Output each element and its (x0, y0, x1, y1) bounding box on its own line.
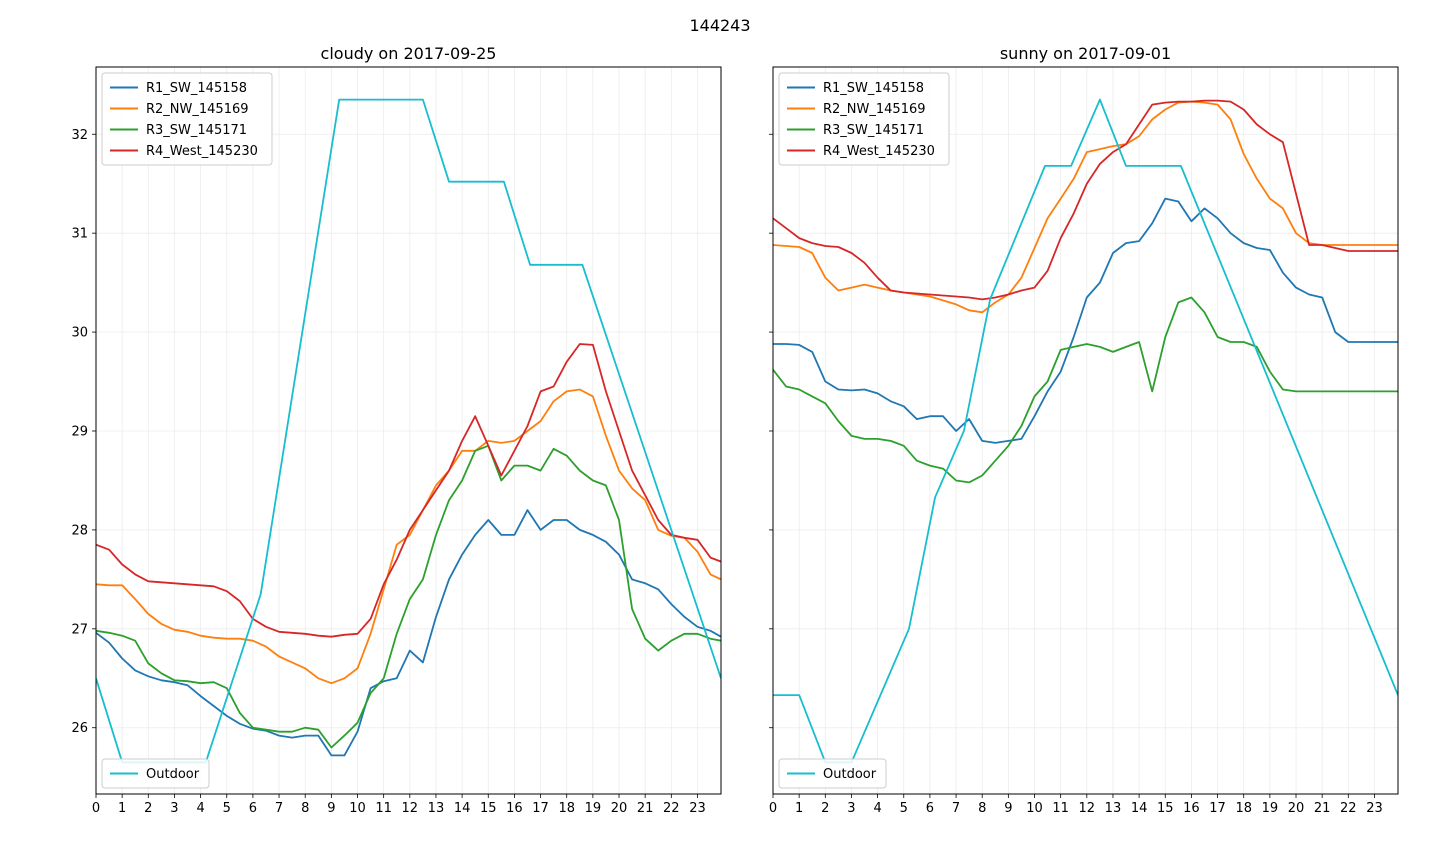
x-tick-label: 9 (1004, 801, 1012, 816)
x-tick-label: 0 (92, 801, 100, 816)
x-tick-label: 10 (349, 801, 366, 816)
x-tick-label: 6 (249, 801, 257, 816)
x-tick-label: 6 (926, 801, 934, 816)
legend-top-left: R1_SW_145158 R2_NW_145169 R3_SW_145171 R4_W… (778, 72, 950, 166)
y-tick-label: 30 (71, 326, 88, 341)
x-tick-label: 4 (196, 801, 204, 816)
x-tick-label: 17 (532, 801, 549, 816)
x-tick-label: 1 (118, 801, 126, 816)
legend-box (778, 758, 887, 789)
x-tick-label: 5 (900, 801, 908, 816)
x-tick-label: 9 (327, 801, 335, 816)
x-tick-label: 7 (275, 801, 283, 816)
legend-label: Outdoor (823, 767, 877, 782)
figure-suptitle: 144243 (689, 16, 750, 35)
y-tick-label: 28 (71, 523, 88, 538)
chart-title: cloudy on 2017-09-25 (321, 44, 497, 63)
x-tick-label: 3 (170, 801, 178, 816)
legend-label: R4_West_145230 (146, 144, 258, 159)
legend-label: Outdoor (146, 767, 200, 782)
x-tick-label: 16 (506, 801, 523, 816)
x-tick-label: 18 (1235, 801, 1252, 816)
y-tick-label: 32 (71, 128, 88, 143)
legend-box (778, 72, 950, 166)
chart-panel-2: 0 1 2 3 4 5 6 7 8 9 10 11 12 13 14 15 16 17 18 19 20 21 22 23su… (769, 44, 1399, 816)
series-line-r1-sw-145158 (773, 197, 1398, 444)
x-tick-label: 22 (1340, 801, 1357, 816)
x-tick-label: 19 (1262, 801, 1279, 816)
x-tick-label: 10 (1026, 801, 1043, 816)
legend-label: R4_West_145230 (823, 144, 935, 159)
x-tick-label: 3 (847, 801, 855, 816)
legend-top-left: R1_SW_145158 R2_NW_145169 R3_SW_145171 R4_W… (101, 72, 273, 166)
x-tick-label: 12 (402, 801, 419, 816)
legend-label: R3_SW_145171 (823, 123, 924, 138)
series-line-r3-sw-145171 (773, 296, 1398, 484)
x-tick-label: 14 (1131, 801, 1148, 816)
x-tick-label: 2 (144, 801, 152, 816)
x-tick-label: 7 (952, 801, 960, 816)
chart-title: sunny on 2017-09-01 (1000, 44, 1171, 63)
x-tick-label: 16 (1183, 801, 1200, 816)
legend-label: R2_NW_145169 (146, 102, 249, 117)
y-tick-label: 29 (71, 424, 88, 439)
legend-label: R1_SW_145158 (823, 81, 924, 96)
x-tick-label: 15 (1157, 801, 1174, 816)
x-tick-label: 22 (663, 801, 680, 816)
x-tick-label: 14 (454, 801, 471, 816)
y-tick-label: 31 (71, 227, 88, 242)
x-tick-label: 20 (1288, 801, 1305, 816)
series-line-r4-west-145230 (96, 343, 721, 638)
legend-label: R3_SW_145171 (146, 123, 247, 138)
legend-box (101, 758, 210, 789)
y-tick-label: 27 (71, 622, 88, 637)
x-tick-label: 4 (873, 801, 881, 816)
legend-bottom-left: Outdoor (778, 758, 887, 789)
x-tick-label: 13 (1105, 801, 1122, 816)
x-tick-label: 0 (769, 801, 777, 816)
series-line-r3-sw-145171 (96, 444, 721, 749)
x-tick-label: 21 (1314, 801, 1331, 816)
y-tick-label: 26 (71, 721, 88, 736)
series-line-r2-nw-145169 (96, 388, 721, 685)
series-line-r2-nw-145169 (773, 100, 1398, 314)
axes-frame (95, 66, 722, 795)
x-tick-label: 5 (223, 801, 231, 816)
x-tick-label: 11 (1052, 801, 1069, 816)
chart-panel-1: 0 1 2 3 4 5 6 7 8 9 10 11 12 13 14 15 16 17 18 19 20 21 22 2326… (71, 44, 722, 816)
legend-label: R2_NW_145169 (823, 102, 926, 117)
x-tick-label: 8 (978, 801, 986, 816)
x-tick-label: 17 (1209, 801, 1226, 816)
series-line-r4-west-145230 (773, 99, 1398, 301)
x-tick-label: 2 (821, 801, 829, 816)
x-tick-label: 19 (585, 801, 602, 816)
x-tick-label: 20 (611, 801, 628, 816)
legend-bottom-left: Outdoor (101, 758, 210, 789)
x-tick-label: 11 (375, 801, 392, 816)
legend-box (101, 72, 273, 166)
x-tick-label: 15 (480, 801, 497, 816)
x-tick-label: 12 (1079, 801, 1096, 816)
x-tick-label: 18 (558, 801, 575, 816)
series-line-r1-sw-145158 (96, 509, 721, 757)
x-tick-label: 21 (637, 801, 654, 816)
legend-label: R1_SW_145158 (146, 81, 247, 96)
x-tick-label: 23 (689, 801, 706, 816)
x-tick-label: 13 (428, 801, 445, 816)
x-tick-label: 8 (301, 801, 309, 816)
axes-frame (772, 66, 1399, 795)
x-tick-label: 1 (795, 801, 803, 816)
x-tick-label: 23 (1366, 801, 1383, 816)
